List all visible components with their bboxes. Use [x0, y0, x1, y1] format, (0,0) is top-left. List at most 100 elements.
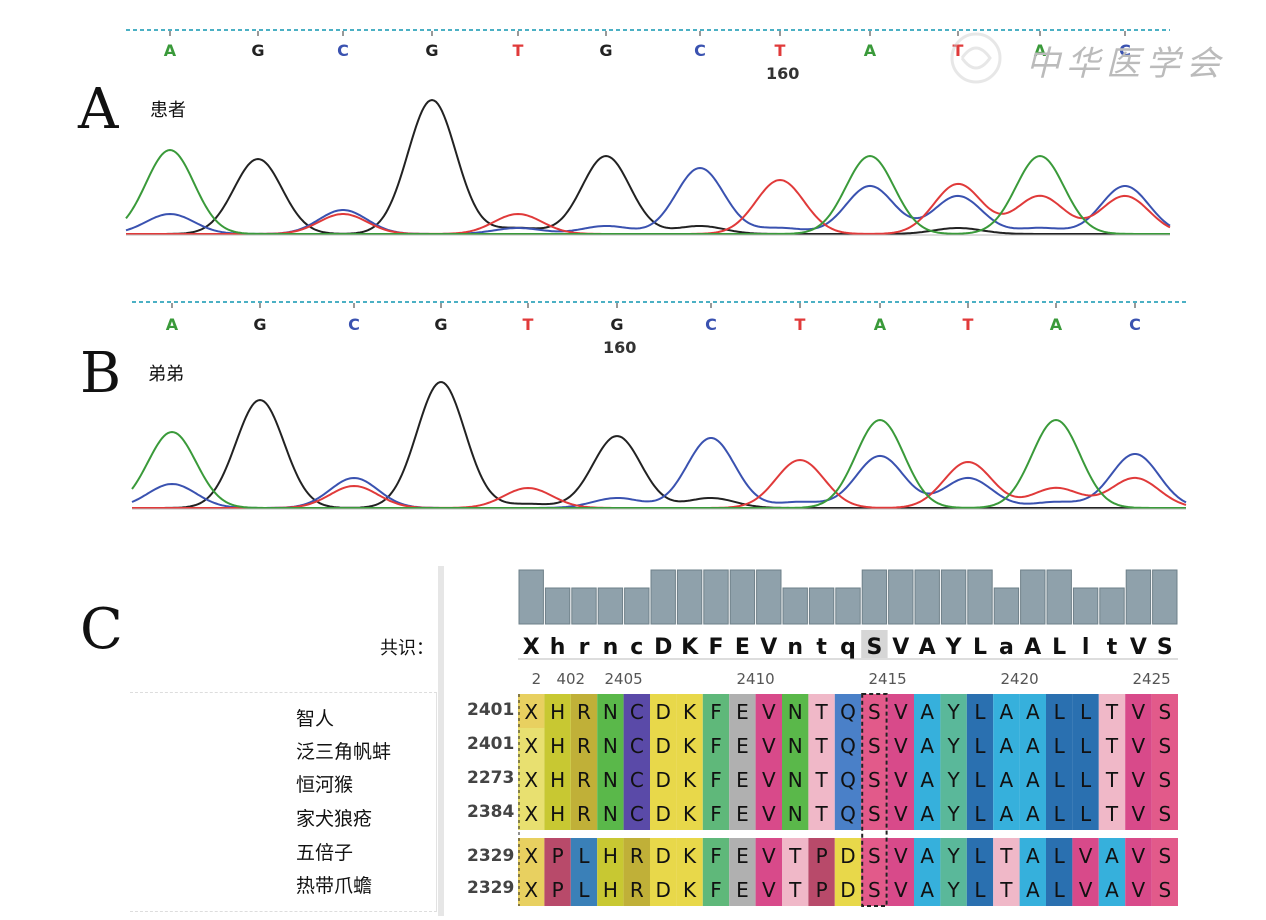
residue-letter: A: [1026, 802, 1040, 826]
panel-b-letter: B: [80, 341, 122, 406]
residue-cell: [966, 728, 994, 762]
residue-letter: V: [762, 700, 776, 724]
residue-letter: X: [524, 768, 538, 792]
conservation-bar: [571, 587, 597, 625]
residue-letter: S: [1158, 768, 1171, 792]
residue-cell: [940, 796, 967, 830]
residue-cell: [650, 872, 677, 906]
residue-letter: P: [816, 878, 828, 902]
residue-letter: A: [1000, 700, 1014, 724]
residue-letter: N: [788, 700, 803, 724]
residue-cell: [1151, 694, 1178, 728]
residue-letter: V: [1132, 802, 1146, 826]
residue-cell: [782, 838, 809, 872]
residue-letter: L: [974, 878, 986, 902]
conservation-bar: [544, 587, 571, 625]
trace-g: [126, 98, 1170, 235]
conservation-bar: [808, 587, 835, 625]
residue-letter: L: [974, 844, 986, 868]
residue-cell: [1046, 872, 1073, 906]
residue-cell: [729, 838, 756, 872]
residue-cell: [1019, 838, 1046, 872]
residue-letter: S: [868, 700, 881, 724]
residue-cell: [940, 838, 967, 872]
ruler-tick-label: 2: [532, 670, 542, 688]
residue-cell: [887, 762, 914, 796]
residue-cell: [782, 762, 809, 796]
residue-letter: Q: [840, 734, 856, 758]
residue-letter: X: [524, 734, 538, 758]
residue-letter: A: [1000, 768, 1014, 792]
residue-cell: [887, 796, 914, 830]
residue-cell: [1072, 762, 1099, 796]
residue-letter: T: [814, 768, 828, 792]
consensus-residue: A: [919, 635, 936, 660]
row-start-number: 2273: [467, 768, 515, 788]
residue-cell: [570, 762, 598, 796]
conservation-bar: [1152, 569, 1178, 625]
residue-letter: S: [868, 802, 881, 826]
consensus-residue: S: [1157, 635, 1173, 660]
residue-cell: [702, 872, 730, 906]
residue-letter: D: [655, 878, 670, 902]
consensus-residue: n: [603, 635, 619, 660]
residue-letter: T: [788, 844, 802, 868]
row-start-number: 2401: [467, 734, 515, 754]
residue-cell: [623, 838, 650, 872]
residue-cell: [914, 796, 941, 830]
residue-letter: Y: [946, 768, 960, 792]
panel-a-label: 患者: [150, 100, 186, 121]
residue-cell: [940, 694, 967, 728]
residue-letter: E: [736, 802, 749, 826]
conservation-bar: [624, 587, 650, 625]
residue-letter: Q: [840, 700, 856, 724]
residue-letter: V: [762, 768, 776, 792]
consensus-residue: n: [787, 635, 803, 660]
residue-cell: [861, 796, 888, 830]
consensus-label: 共识：: [380, 638, 434, 659]
residue-cell: [570, 838, 598, 872]
consensus-residue: K: [681, 635, 699, 660]
residue-cell: [966, 762, 994, 796]
residue-letter: A: [920, 802, 934, 826]
residue-cell: [782, 694, 809, 728]
base-call-letter: T: [795, 315, 806, 334]
residue-letter: L: [974, 700, 986, 724]
residue-cell: [808, 796, 835, 830]
residue-cell: [544, 796, 571, 830]
residue-letter: V: [894, 802, 908, 826]
residue-cell: [676, 838, 703, 872]
residue-cell: [1098, 796, 1126, 830]
residue-letter: R: [577, 700, 591, 724]
conservation-bar: [1125, 569, 1152, 625]
residue-letter: E: [736, 700, 749, 724]
trace-t: [132, 458, 1187, 509]
residue-cell: [966, 872, 994, 906]
residue-cell: [1098, 694, 1126, 728]
residue-letter: T: [788, 878, 802, 902]
residue-cell: [1125, 872, 1152, 906]
consensus-residue: l: [1082, 635, 1090, 660]
residue-cell: [1019, 728, 1046, 762]
residue-cell: [993, 872, 1020, 906]
residue-cell: [1151, 796, 1178, 830]
residue-letter: N: [603, 734, 618, 758]
residue-letter: P: [552, 878, 564, 902]
residue-letter: X: [524, 802, 538, 826]
residue-cell: [650, 796, 677, 830]
conservation-bar: [676, 569, 703, 625]
residue-letter: A: [1026, 700, 1040, 724]
base-call-letter: T: [963, 315, 974, 334]
residue-cell: [597, 762, 624, 796]
residue-letter: A: [920, 878, 934, 902]
conservation-bar: [1020, 569, 1046, 625]
residue-letter: H: [603, 878, 618, 902]
residue-cell: [597, 694, 624, 728]
residue-cell: [702, 762, 730, 796]
residue-letter: L: [1054, 734, 1066, 758]
residue-cell: [993, 838, 1020, 872]
residue-letter: A: [1026, 768, 1040, 792]
residue-letter: L: [1054, 878, 1066, 902]
residue-cell: [1151, 762, 1178, 796]
